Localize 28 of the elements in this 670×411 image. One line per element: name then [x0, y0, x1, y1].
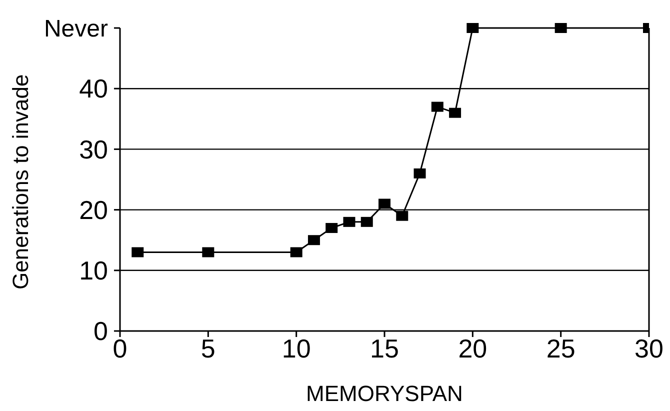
- point: [308, 235, 320, 246]
- y-tick-label: Never: [44, 15, 108, 42]
- point: [202, 247, 214, 258]
- point: [414, 168, 426, 178]
- point: [132, 247, 144, 258]
- point: [378, 198, 390, 209]
- x-tick-label: 20: [458, 333, 488, 364]
- y-tick-label: 20: [79, 194, 108, 225]
- y-axis-title: Generations to invade: [8, 74, 33, 290]
- x-tick-label: 0: [112, 333, 128, 364]
- y-tick-label: 10: [79, 256, 108, 286]
- x-tick-label: 10: [282, 333, 311, 364]
- x-tick-label: 30: [634, 333, 664, 364]
- point: [449, 108, 462, 118]
- point: [554, 23, 567, 33]
- x-tick-label: 15: [370, 333, 399, 364]
- point: [396, 210, 408, 221]
- y-tick-label: 40: [79, 74, 108, 104]
- x-axis-title: MEMORYSPAN: [306, 381, 463, 406]
- point: [360, 216, 373, 227]
- y-tick-label: 30: [79, 134, 108, 164]
- point: [431, 102, 444, 112]
- point: [343, 216, 356, 227]
- x-tick-label: 5: [200, 333, 216, 364]
- point: [290, 247, 302, 258]
- x-tick-label: 25: [546, 333, 576, 364]
- point: [466, 23, 479, 33]
- point: [326, 222, 338, 233]
